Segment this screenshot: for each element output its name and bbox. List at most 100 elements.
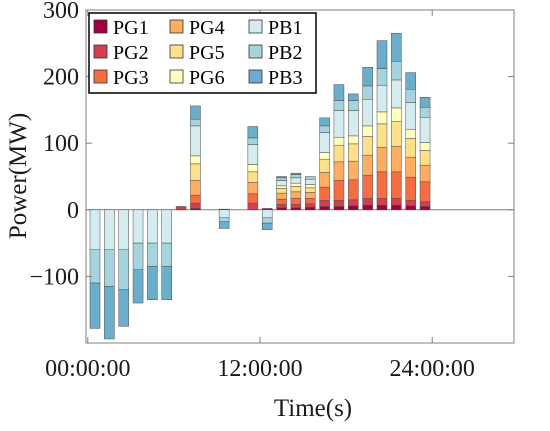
bar-pg5-12 xyxy=(247,171,259,183)
bar-pg4-18 xyxy=(333,161,345,181)
bar-pb1-5 xyxy=(147,209,158,244)
bar-pg4-19 xyxy=(348,160,359,181)
bar-pb1-12 xyxy=(247,144,259,165)
bar-pb3-3 xyxy=(118,289,129,327)
bar-pg5-22 xyxy=(391,120,402,147)
bar-pb1-6 xyxy=(161,209,172,244)
bar-pg6-19 xyxy=(348,135,359,145)
bar-pg2-15 xyxy=(290,204,302,209)
legend-swatch-pb3 xyxy=(248,69,263,84)
bar-pb1-18 xyxy=(333,110,345,138)
legend-label-pb3: PB3 xyxy=(268,67,302,89)
legend-box xyxy=(88,12,317,94)
x-tick-label: 12:00:00 xyxy=(217,356,302,382)
bar-pg3-12 xyxy=(247,193,259,204)
bar-pg5-24 xyxy=(419,150,431,166)
bar-pg6-16 xyxy=(305,184,316,189)
bar-pg4-15 xyxy=(290,191,302,199)
bar-pg6-21 xyxy=(376,111,388,125)
legend-swatch-pb2 xyxy=(248,44,263,59)
bar-pg2-7 xyxy=(175,206,187,211)
bar-pg6-24 xyxy=(419,142,431,151)
bar-pb1-4 xyxy=(132,209,144,244)
bar-pg2-12 xyxy=(247,202,259,211)
x-axis: 00:00:00 12:00:00 24:00:00 xyxy=(45,10,475,382)
bar-pb3-4 xyxy=(132,269,144,304)
bar-pg2-23 xyxy=(405,200,416,207)
bar-pg2-16 xyxy=(305,203,316,208)
bar-pb2-3 xyxy=(118,249,129,290)
bar-pg3-17 xyxy=(319,186,330,201)
y-tick-label: 200 xyxy=(43,65,79,91)
bar-pb3-10 xyxy=(218,221,230,229)
bar-pg4-12 xyxy=(247,182,259,195)
bar-pg1-14 xyxy=(276,207,287,211)
bar-pg5-16 xyxy=(305,187,316,193)
bar-pg6-15 xyxy=(290,182,302,187)
bar-pg5-15 xyxy=(290,186,302,193)
legend: PG1 PG2 PG3 PG4 PG5 PG6 PB1 PB2 PB3 xyxy=(88,12,317,94)
bar-pb1-23 xyxy=(405,102,416,130)
bars xyxy=(89,33,431,340)
bar-pg3-16 xyxy=(305,198,316,205)
bar-pb2-15 xyxy=(290,174,302,179)
bar-pb1-3 xyxy=(118,209,129,251)
bar-pb2-5 xyxy=(147,242,158,267)
bar-pb1-20 xyxy=(362,98,373,127)
bar-pb3-13 xyxy=(261,222,273,231)
bar-pb2-18 xyxy=(333,100,345,111)
bar-pg6-22 xyxy=(391,107,402,122)
bar-pb2-12 xyxy=(247,137,259,145)
bar-pg5-14 xyxy=(276,188,287,194)
bar-pb3-19 xyxy=(348,93,359,101)
bar-pb2-19 xyxy=(348,100,359,111)
bar-pb3-21 xyxy=(376,40,388,69)
bar-pg6-20 xyxy=(362,125,373,137)
bar-pg3-22 xyxy=(391,171,402,199)
bar-pg3-23 xyxy=(405,176,416,201)
bar-pb2-14 xyxy=(276,177,287,181)
bar-pg6-18 xyxy=(333,136,345,146)
bar-pg6-23 xyxy=(405,128,416,139)
x-axis-title: Time(s) xyxy=(274,395,352,422)
y-tick-label: 100 xyxy=(43,131,79,157)
bar-pb1-8 xyxy=(190,125,201,157)
legend-label-pg3: PG3 xyxy=(113,67,149,89)
bar-pg6-17 xyxy=(319,152,330,160)
bar-pb2-16 xyxy=(305,176,316,180)
bar-pb1-22 xyxy=(391,79,402,109)
bar-pg6-12 xyxy=(247,164,259,173)
bar-pb2-1 xyxy=(89,249,101,284)
bar-pb2-2 xyxy=(104,249,115,287)
bar-pg4-8 xyxy=(190,180,201,196)
legend-swatch-pg6 xyxy=(169,69,184,84)
bar-pg1-24 xyxy=(419,206,431,211)
bar-pg2-17 xyxy=(319,200,330,207)
bar-pb1-16 xyxy=(305,178,316,185)
bar-pg4-16 xyxy=(305,192,316,199)
bar-pg4-21 xyxy=(376,146,388,173)
bar-pg2-24 xyxy=(419,201,431,207)
bar-pg2-18 xyxy=(333,200,345,207)
bar-pg1-22 xyxy=(391,204,402,211)
legend-swatch-pb1 xyxy=(248,19,263,34)
bar-pb3-17 xyxy=(319,117,330,127)
y-tick-label: 300 xyxy=(43,0,79,24)
bar-pg3-18 xyxy=(333,180,345,201)
bar-pb1-21 xyxy=(376,85,388,113)
bar-pb2-24 xyxy=(419,106,431,118)
bar-pg1-17 xyxy=(319,206,330,211)
bar-pb2-10 xyxy=(218,217,230,223)
bar-pg5-21 xyxy=(376,123,388,148)
bar-pg3-24 xyxy=(419,181,431,203)
bar-pg4-20 xyxy=(362,154,373,176)
bar-pb3-20 xyxy=(362,67,373,87)
bar-pg3-14 xyxy=(276,198,287,205)
x-tick-label: 24:00:00 xyxy=(390,356,475,382)
bar-pg1-16 xyxy=(305,206,316,211)
bar-pg3-15 xyxy=(290,198,302,205)
legend-label-pg5: PG5 xyxy=(189,42,225,64)
bar-pg1-15 xyxy=(290,207,302,211)
bar-pb1-10 xyxy=(218,209,230,219)
bar-pg2-22 xyxy=(391,198,402,206)
